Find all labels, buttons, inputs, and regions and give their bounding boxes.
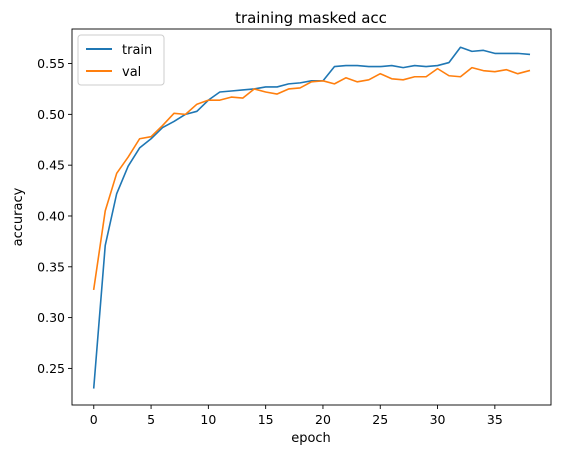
- y-axis-ticks: 0.25 0.30 0.35 0.40 0.45 0.50 0.55: [37, 56, 72, 376]
- x-tick-label: 30: [430, 412, 446, 427]
- y-tick-label: 0.40: [37, 208, 65, 223]
- series-line-train: [92, 46, 531, 389]
- x-tick-label: 20: [315, 412, 331, 427]
- legend-label-val: val: [122, 65, 141, 80]
- y-tick-label: 0.25: [37, 361, 65, 376]
- x-tick-label: 10: [200, 412, 216, 427]
- plot-frame: [71, 28, 552, 406]
- x-tick-label: 25: [372, 412, 388, 427]
- x-tick-label: 15: [258, 412, 274, 427]
- y-axis-label: accuracy: [11, 187, 26, 246]
- series-line-val: [92, 66, 531, 291]
- y-tick-label: 0.55: [37, 56, 65, 71]
- x-axis-label: epoch: [291, 431, 331, 446]
- x-axis-ticks: 0 5 10 15 20 25 30 35: [90, 405, 503, 427]
- legend: train val: [77, 34, 165, 86]
- x-tick-label: 35: [487, 412, 503, 427]
- legend-box: [77, 34, 165, 86]
- y-tick-label: 0.30: [37, 310, 65, 325]
- chart-title: training masked acc: [235, 9, 387, 27]
- x-tick-label: 5: [147, 412, 155, 427]
- y-tick-label: 0.50: [37, 107, 65, 122]
- plot-lines: [92, 46, 531, 389]
- y-tick-label: 0.45: [37, 158, 65, 173]
- y-tick-label: 0.35: [37, 259, 65, 274]
- legend-label-train: train: [122, 43, 152, 58]
- x-tick-label: 0: [90, 412, 98, 427]
